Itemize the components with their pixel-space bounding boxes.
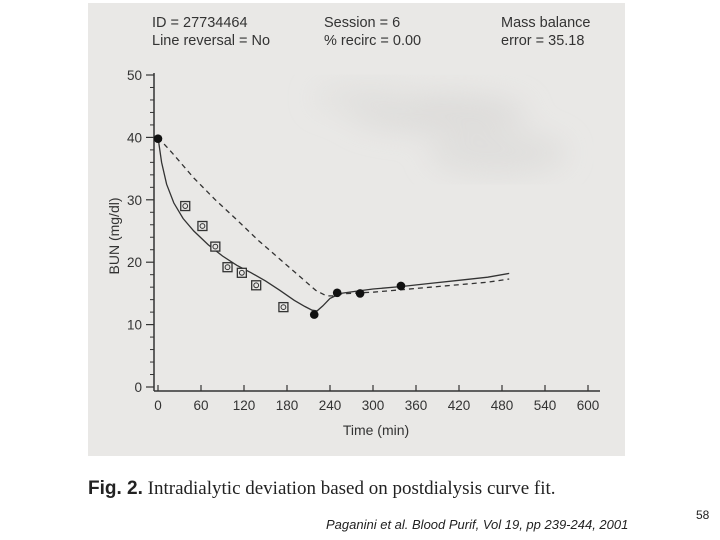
intradialytic-point-square [210, 241, 221, 252]
x-axis-label: Time (min) [343, 422, 409, 438]
intradialytic-point-inner [253, 282, 260, 289]
background-smudge [313, 84, 568, 175]
x-tick-label: 420 [448, 398, 471, 413]
x-tick-label: 480 [491, 398, 514, 413]
citation: Paganini et al. Blood Purif, Vol 19, pp … [326, 517, 629, 532]
x-tick-label: 540 [534, 398, 557, 413]
postdialysis-point [153, 134, 163, 143]
y-axis-label: BUN (mg/dl) [106, 197, 122, 274]
x-tick-label: 360 [405, 398, 428, 413]
bun-chart: 0 60 120 180 240 300 360 420 480 540 600 0 10 20 30 40 5… [106, 68, 600, 438]
header-id: ID = 27734464 [152, 15, 248, 31]
x-tick-label: 240 [319, 398, 342, 413]
intradialytic-point-square [278, 301, 289, 313]
x-tick-label: 0 [154, 398, 162, 413]
intradialytic-point-inner [212, 243, 219, 250]
figure-panel: 0 60 120 180 240 300 360 420 480 540 600 0 10 20 30 40 5… [88, 3, 625, 456]
intradialytic-point-square [180, 200, 191, 212]
intradialytic-point-inner [224, 264, 231, 271]
postdialysis-point [396, 281, 406, 291]
intradialytic-point-inner [199, 223, 206, 229]
intradialytic-point-square [222, 262, 233, 273]
intradialytic-point-inner [182, 203, 189, 209]
caption-label: Fig. 2. [88, 478, 143, 499]
markers-layer [153, 134, 406, 319]
intradialytic-point-inner [238, 269, 245, 276]
intradialytic-point-square [197, 220, 208, 232]
axes: 0 60 120 180 240 300 360 420 480 540 600 0 10 20 30 40 5… [127, 68, 600, 413]
header-mass-balance-error: error = 35.18 [501, 33, 585, 49]
page-number: 58 [696, 508, 710, 522]
header-line-reversal: Line reversal = No [152, 33, 271, 49]
postdialysis-point [355, 289, 365, 298]
y-tick-label: 50 [127, 68, 142, 83]
postdialysis-point [332, 288, 342, 298]
y-tick-label: 20 [127, 255, 142, 270]
intradialytic-point-square [236, 267, 248, 278]
x-tick-label: 180 [276, 398, 299, 413]
caption-text: Intradialytic deviation based on postdia… [147, 478, 556, 499]
figure-caption: Fig. 2. Intradialytic deviation based on… [88, 478, 556, 500]
postdialysis-point [309, 310, 319, 319]
x-tick-label: 600 [577, 398, 600, 413]
x-tick-label: 300 [362, 398, 385, 413]
y-tick-label: 0 [134, 380, 142, 395]
dashed-fit-line [157, 136, 510, 297]
header-recirc: % recirc = 0.00 [324, 33, 422, 49]
y-tick-label: 30 [127, 193, 142, 208]
intradialytic-point-square [251, 280, 262, 291]
y-tick-label: 10 [127, 318, 142, 333]
header-session: Session = 6 [324, 15, 401, 31]
intradialytic-point-inner [280, 304, 287, 311]
x-tick-label: 120 [233, 398, 256, 413]
header-mass-balance: Mass balance [501, 15, 591, 31]
x-tick-label: 60 [193, 398, 208, 413]
y-tick-label: 40 [127, 130, 142, 145]
